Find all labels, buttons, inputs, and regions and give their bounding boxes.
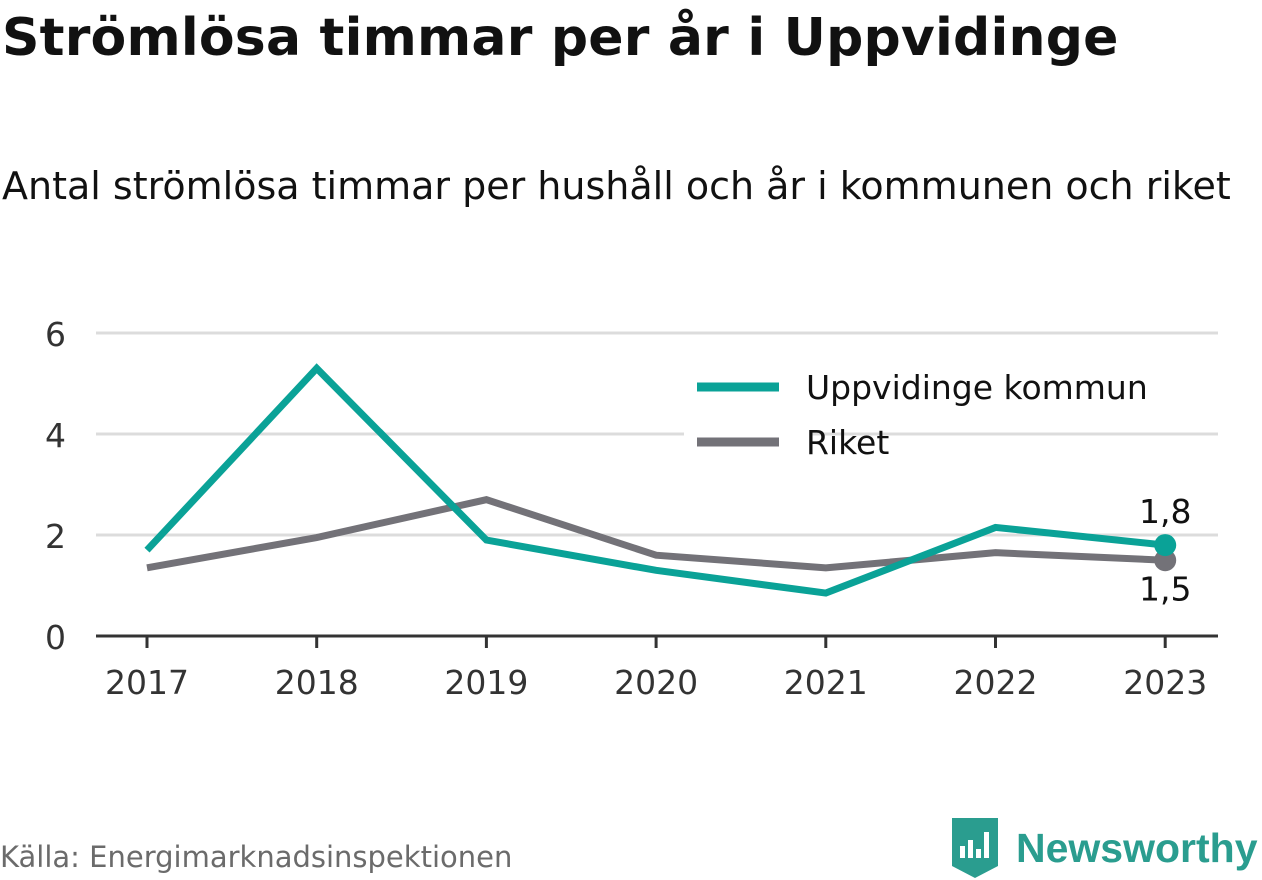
source-note: Källa: Energimarknadsinspektionen — [0, 840, 513, 874]
legend-label: Uppvidinge kommun — [806, 368, 1148, 407]
y-tick-label: 6 — [45, 315, 66, 354]
series-lines — [144, 363, 1177, 597]
x-tick-label: 2018 — [275, 663, 359, 702]
line-chart: 0 2 4 6 2017 2018 2019 2020 2021 2022 2023 Uppvid… — [45, 315, 1218, 702]
end-label: 1,5 — [1139, 569, 1191, 608]
end-label: 1,8 — [1139, 492, 1191, 531]
series-end-point — [1154, 549, 1177, 572]
chart-title: Strömlösa timmar per år i Uppvidinge — [2, 8, 1119, 68]
y-axis-ticks: 0 2 4 6 — [45, 315, 66, 657]
x-tick-label: 2021 — [784, 663, 868, 702]
end-labels: 1,8 1,5 — [1139, 492, 1191, 608]
brand[interactable]: Newsworthy — [948, 816, 1258, 880]
y-tick-label: 4 — [45, 416, 66, 455]
grid-lines — [96, 331, 1218, 537]
brand-name: Newsworthy — [1016, 824, 1258, 871]
x-tick-label: 2019 — [444, 663, 528, 702]
series-line — [144, 363, 1166, 597]
newsworthy-logo-icon — [952, 818, 998, 878]
x-tick-label: 2023 — [1123, 663, 1207, 702]
x-tick-label: 2022 — [954, 663, 1038, 702]
y-tick-label: 0 — [45, 618, 66, 657]
x-tick-label: 2020 — [614, 663, 698, 702]
legend-label: Riket — [806, 423, 889, 462]
legend: Uppvidinge kommun Riket — [684, 368, 1148, 462]
chart-subtitle: Antal strömlösa timmar per hushåll och å… — [2, 164, 1231, 208]
x-axis: 2017 2018 2019 2020 2021 2022 2023 — [96, 634, 1218, 702]
series-line — [146, 496, 1166, 572]
x-tick-label: 2017 — [105, 663, 189, 702]
y-tick-label: 2 — [45, 517, 66, 556]
series-end-point — [1154, 534, 1177, 557]
